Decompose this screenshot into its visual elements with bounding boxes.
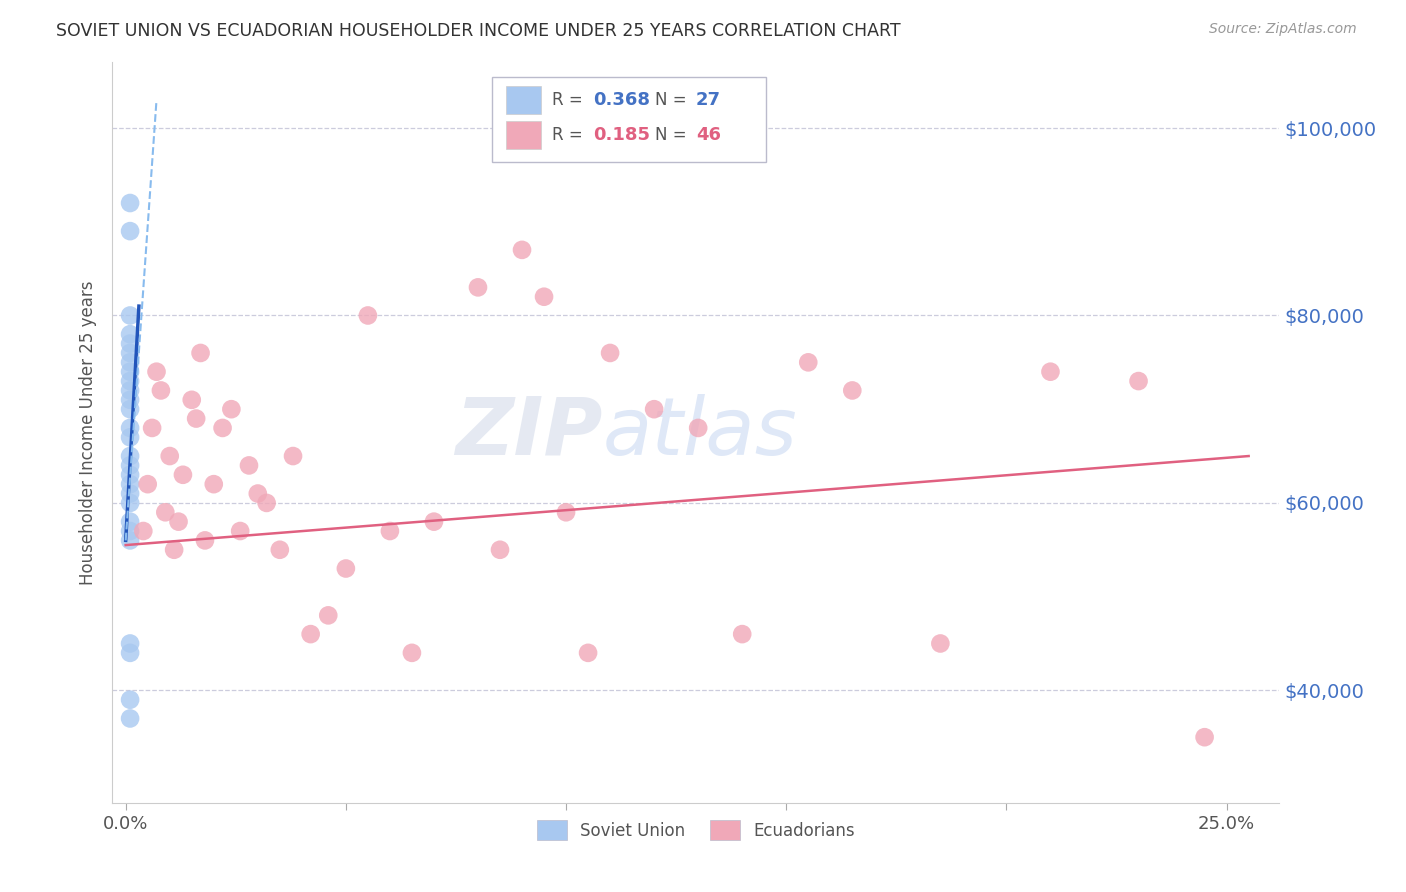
Text: 46: 46 (696, 126, 721, 144)
Point (180, 392, 202, 407)
Point (120, 374, 142, 388)
Point (120, 346, 142, 360)
Point (132, 524, 155, 538)
Point (120, 524, 142, 538)
Point (120, 711, 142, 725)
Text: 0.368: 0.368 (593, 91, 651, 109)
Point (120, 224, 142, 238)
Point (120, 336, 142, 351)
Point (120, 327, 142, 342)
Point (167, 515, 190, 529)
Point (576, 646, 599, 660)
Point (120, 646, 142, 660)
Point (841, 384, 863, 398)
Point (1039, 365, 1062, 379)
Point (1128, 374, 1150, 388)
Point (145, 365, 167, 379)
Point (120, 515, 142, 529)
Point (120, 421, 142, 435)
Point (401, 646, 423, 660)
Point (316, 608, 339, 623)
Point (120, 496, 142, 510)
Point (643, 402, 665, 417)
Point (221, 402, 243, 417)
FancyBboxPatch shape (492, 78, 766, 162)
Point (120, 196, 142, 211)
Point (120, 458, 142, 473)
Point (281, 449, 304, 463)
Point (120, 533, 142, 548)
FancyBboxPatch shape (506, 121, 541, 149)
Text: atlas: atlas (603, 393, 797, 472)
Text: SOVIET UNION VS ECUADORIAN HOUSEHOLDER INCOME UNDER 25 YEARS CORRELATION CHART: SOVIET UNION VS ECUADORIAN HOUSEHOLDER I… (56, 22, 901, 40)
Point (120, 430, 142, 444)
Point (489, 542, 512, 557)
Point (731, 627, 754, 641)
Point (163, 542, 186, 557)
Point (797, 355, 820, 369)
Point (120, 384, 142, 398)
Point (120, 309, 142, 323)
Point (120, 449, 142, 463)
FancyBboxPatch shape (506, 87, 541, 114)
Point (172, 467, 194, 482)
Point (120, 402, 142, 417)
Point (120, 477, 142, 491)
Y-axis label: Householder Income Under 25 years: Householder Income Under 25 years (79, 280, 97, 585)
Point (120, 636, 142, 650)
Point (423, 515, 446, 529)
Point (510, 243, 533, 257)
Point (555, 505, 578, 519)
Point (1194, 730, 1216, 744)
Point (159, 449, 181, 463)
Point (186, 411, 208, 425)
Point (533, 290, 555, 304)
Point (357, 309, 380, 323)
Point (149, 384, 172, 398)
Point (194, 533, 217, 548)
Text: R =: R = (553, 91, 589, 109)
Point (246, 486, 269, 500)
Text: ZIP: ZIP (456, 393, 603, 472)
Text: N =: N = (655, 91, 692, 109)
Point (688, 421, 710, 435)
Point (211, 421, 233, 435)
Point (378, 524, 401, 538)
Point (269, 542, 291, 557)
Point (120, 365, 142, 379)
Legend: Soviet Union, Ecuadorians: Soviet Union, Ecuadorians (530, 814, 862, 847)
Point (190, 346, 212, 360)
Point (141, 421, 163, 435)
Point (238, 458, 260, 473)
Point (256, 496, 278, 510)
Point (120, 692, 142, 706)
Point (467, 280, 489, 294)
Text: R =: R = (553, 126, 589, 144)
Text: 27: 27 (696, 91, 721, 109)
Text: N =: N = (655, 126, 692, 144)
Point (120, 392, 142, 407)
Point (120, 486, 142, 500)
Text: Source: ZipAtlas.com: Source: ZipAtlas.com (1209, 22, 1357, 37)
Point (120, 467, 142, 482)
Point (136, 477, 159, 491)
Text: 0.185: 0.185 (593, 126, 651, 144)
Point (929, 636, 952, 650)
Point (599, 346, 621, 360)
Point (155, 505, 177, 519)
Point (120, 355, 142, 369)
Point (229, 524, 252, 538)
Point (299, 627, 322, 641)
Point (202, 477, 225, 491)
Point (335, 561, 357, 575)
